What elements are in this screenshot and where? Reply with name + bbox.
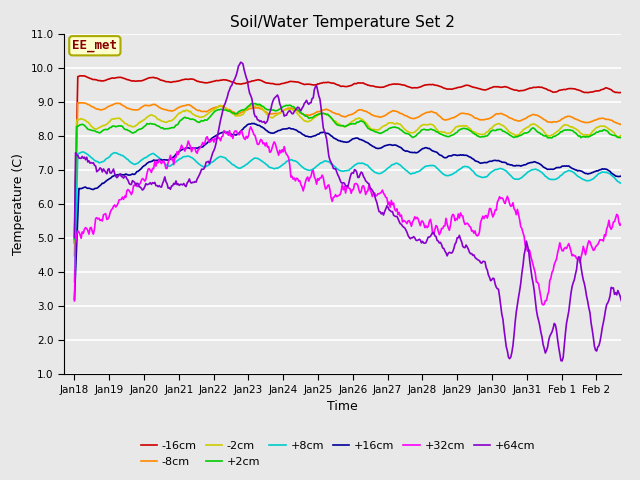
+8cm	[336, 168, 344, 173]
Line: -8cm: -8cm	[74, 103, 631, 256]
+64cm	[336, 177, 344, 183]
-16cm	[528, 85, 536, 91]
+8cm	[528, 167, 536, 173]
+2cm	[373, 129, 381, 135]
+32cm	[403, 221, 411, 227]
+64cm	[237, 60, 244, 65]
X-axis label: Time: Time	[327, 400, 358, 413]
-16cm	[403, 84, 411, 89]
+16cm	[248, 120, 256, 126]
Line: -16cm: -16cm	[74, 76, 631, 243]
+64cm	[627, 328, 635, 334]
+8cm	[339, 168, 347, 174]
+2cm	[339, 123, 347, 129]
+8cm	[403, 168, 411, 174]
+32cm	[339, 187, 347, 192]
-2cm	[339, 123, 347, 129]
Title: Soil/Water Temperature Set 2: Soil/Water Temperature Set 2	[230, 15, 455, 30]
-16cm	[70, 240, 78, 246]
Line: +2cm: +2cm	[74, 103, 631, 244]
-8cm	[403, 113, 411, 119]
+8cm	[79, 149, 86, 155]
-16cm	[76, 73, 84, 79]
Line: +32cm: +32cm	[74, 127, 631, 305]
-2cm	[615, 134, 623, 140]
Line: -2cm: -2cm	[74, 105, 631, 240]
+64cm	[339, 180, 347, 186]
-2cm	[253, 102, 260, 108]
-16cm	[339, 84, 347, 89]
+8cm	[615, 179, 623, 185]
-2cm	[373, 127, 381, 132]
-16cm	[627, 195, 635, 201]
+2cm	[336, 123, 344, 129]
+32cm	[627, 282, 635, 288]
+16cm	[528, 159, 536, 165]
+2cm	[70, 237, 78, 242]
+32cm	[616, 222, 624, 228]
+32cm	[336, 192, 344, 198]
+32cm	[528, 258, 536, 264]
-16cm	[336, 83, 344, 89]
-16cm	[373, 84, 381, 90]
-8cm	[373, 114, 381, 120]
+16cm	[403, 148, 411, 154]
+8cm	[373, 170, 381, 176]
Line: +8cm: +8cm	[74, 152, 631, 282]
-2cm	[528, 122, 536, 128]
+16cm	[627, 259, 635, 265]
+64cm	[403, 229, 411, 235]
-8cm	[336, 112, 344, 118]
+32cm	[540, 302, 547, 308]
+16cm	[70, 297, 78, 302]
+64cm	[616, 293, 624, 299]
+2cm	[615, 135, 623, 141]
-8cm	[615, 121, 623, 127]
+64cm	[373, 200, 381, 205]
+64cm	[558, 358, 566, 364]
+2cm	[403, 131, 411, 136]
+16cm	[339, 139, 347, 145]
Line: +64cm: +64cm	[74, 62, 631, 361]
-16cm	[615, 90, 623, 96]
+16cm	[373, 145, 381, 151]
-2cm	[403, 128, 411, 134]
+8cm	[70, 279, 78, 285]
Line: +16cm: +16cm	[74, 123, 631, 300]
-2cm	[336, 122, 344, 128]
+16cm	[336, 138, 344, 144]
+32cm	[247, 124, 255, 130]
-2cm	[627, 237, 635, 243]
Y-axis label: Temperature (C): Temperature (C)	[12, 153, 25, 255]
+32cm	[70, 298, 78, 304]
+64cm	[528, 275, 536, 280]
+64cm	[70, 235, 78, 240]
Text: EE_met: EE_met	[72, 39, 117, 52]
-8cm	[70, 253, 78, 259]
+8cm	[627, 252, 635, 258]
-8cm	[528, 112, 536, 118]
+2cm	[528, 126, 536, 132]
-8cm	[627, 214, 635, 219]
+32cm	[373, 192, 381, 198]
-8cm	[339, 114, 347, 120]
-2cm	[70, 233, 78, 239]
+2cm	[627, 241, 635, 247]
+16cm	[615, 174, 623, 180]
Legend: -16cm, -8cm, -2cm, +2cm, +8cm, +16cm, +32cm, +64cm: -16cm, -8cm, -2cm, +2cm, +8cm, +16cm, +3…	[136, 437, 540, 471]
+2cm	[248, 100, 256, 106]
-8cm	[77, 100, 85, 106]
